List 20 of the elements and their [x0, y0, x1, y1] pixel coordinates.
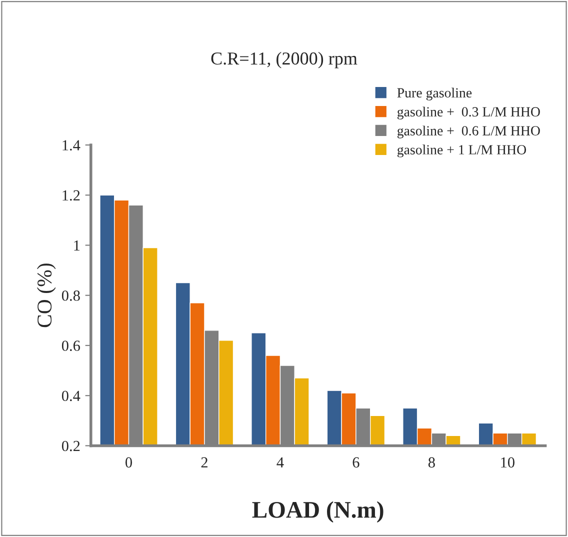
y-tick-label: 1.2: [62, 190, 80, 201]
legend-label: gasoline + 1 L/M HHO: [397, 144, 526, 158]
y-tick-label: 1: [74, 240, 80, 251]
chart-title: C.R=11, (2000) rpm: [211, 52, 358, 68]
legend-label: Pure gasoline: [397, 88, 472, 100]
x-tick-label: 6: [352, 457, 360, 468]
x-tick-label: 0: [126, 457, 132, 468]
x-tick-label: 4: [276, 457, 284, 468]
legend-label: gasoline + 0.6 L/M HHO: [397, 126, 540, 138]
y-axis-title: CO (%): [36, 264, 56, 328]
y-tick-label: 0.6: [62, 340, 80, 351]
y-tick-label: 0.2: [62, 440, 80, 452]
y-tick-label: 1.4: [62, 140, 80, 151]
x-tick-label: 8: [428, 457, 435, 468]
x-tick-label: 10: [501, 457, 514, 468]
y-tick-label: 0.4: [62, 390, 80, 402]
x-axis-title: LOAD (N.m): [252, 501, 384, 523]
legend-label: gasoline + 0.3 L/M HHO: [397, 106, 540, 120]
x-tick-label: 2: [201, 457, 208, 468]
y-tick-label: 0.8: [62, 290, 80, 301]
